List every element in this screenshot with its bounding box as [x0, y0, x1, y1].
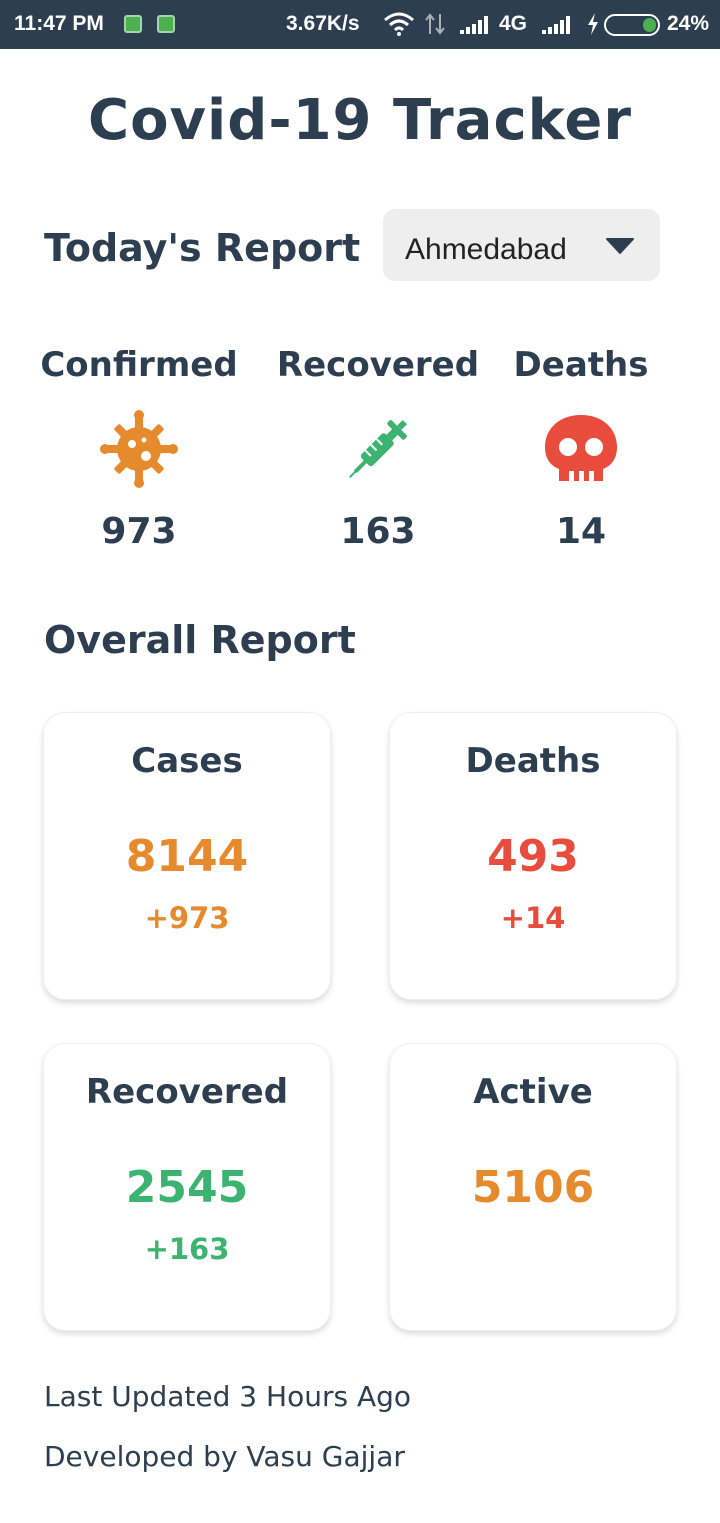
syringe-icon: [349, 420, 407, 478]
card-value: 5106: [471, 1162, 595, 1213]
status-bar: 11:47 PM 3.67K/s 4G 24%: [0, 0, 720, 49]
card-title: Active: [473, 1072, 593, 1112]
city-selected: Ahmedabad: [405, 233, 567, 266]
card-deaths: Deaths 493 +14: [389, 712, 677, 1000]
card-active: Active 5106: [389, 1043, 677, 1331]
virus-icon: [100, 410, 178, 488]
notification-icon: [124, 15, 142, 33]
card-delta: +14: [500, 901, 566, 935]
card-cases: Cases 8144 +973: [43, 712, 331, 1000]
overall-report-title: Overall Report: [44, 618, 356, 662]
todays-report-title: Today's Report: [44, 226, 361, 270]
stat-value: 163: [340, 511, 416, 552]
last-updated-text: Last Updated 3 Hours Ago: [44, 1380, 412, 1413]
stat-confirmed: Confirmed 973: [19, 345, 259, 552]
signal-icon: [460, 14, 494, 34]
stat-value: 973: [101, 511, 177, 552]
stat-recovered: Recovered 163: [258, 345, 498, 552]
city-dropdown[interactable]: Ahmedabad: [383, 209, 660, 281]
signal-icon: [542, 14, 576, 34]
battery-icon: [604, 14, 660, 36]
stat-deaths: Deaths 14: [461, 345, 701, 552]
card-title: Recovered: [85, 1072, 289, 1112]
card-value: 8144: [125, 831, 249, 882]
network-speed: 3.67K/s: [286, 12, 360, 35]
card-recovered: Recovered 2545 +163: [43, 1043, 331, 1331]
network-type: 4G: [499, 12, 528, 35]
status-time: 11:47 PM: [14, 12, 104, 35]
battery-percent: 24%: [667, 12, 710, 35]
wifi-icon: [383, 12, 415, 42]
card-delta: +163: [144, 1232, 230, 1266]
data-transfer-icon: [424, 12, 446, 42]
developer-credit: Developed by Vasu Gajjar: [44, 1440, 405, 1473]
stat-value: 14: [555, 511, 607, 552]
card-title: Cases: [131, 741, 243, 781]
charging-icon: [586, 12, 600, 42]
stat-label: Confirmed: [40, 345, 238, 385]
stat-label: Deaths: [513, 345, 649, 385]
card-value: 2545: [125, 1162, 249, 1213]
notification-icon: [157, 15, 175, 33]
card-delta: +973: [144, 901, 230, 935]
card-title: Deaths: [465, 741, 601, 781]
caret-down-icon: [605, 237, 635, 259]
stat-label: Recovered: [276, 345, 480, 385]
skull-icon: [545, 415, 617, 483]
card-value: 493: [487, 831, 579, 882]
app-title: Covid-19 Tracker: [87, 88, 632, 153]
